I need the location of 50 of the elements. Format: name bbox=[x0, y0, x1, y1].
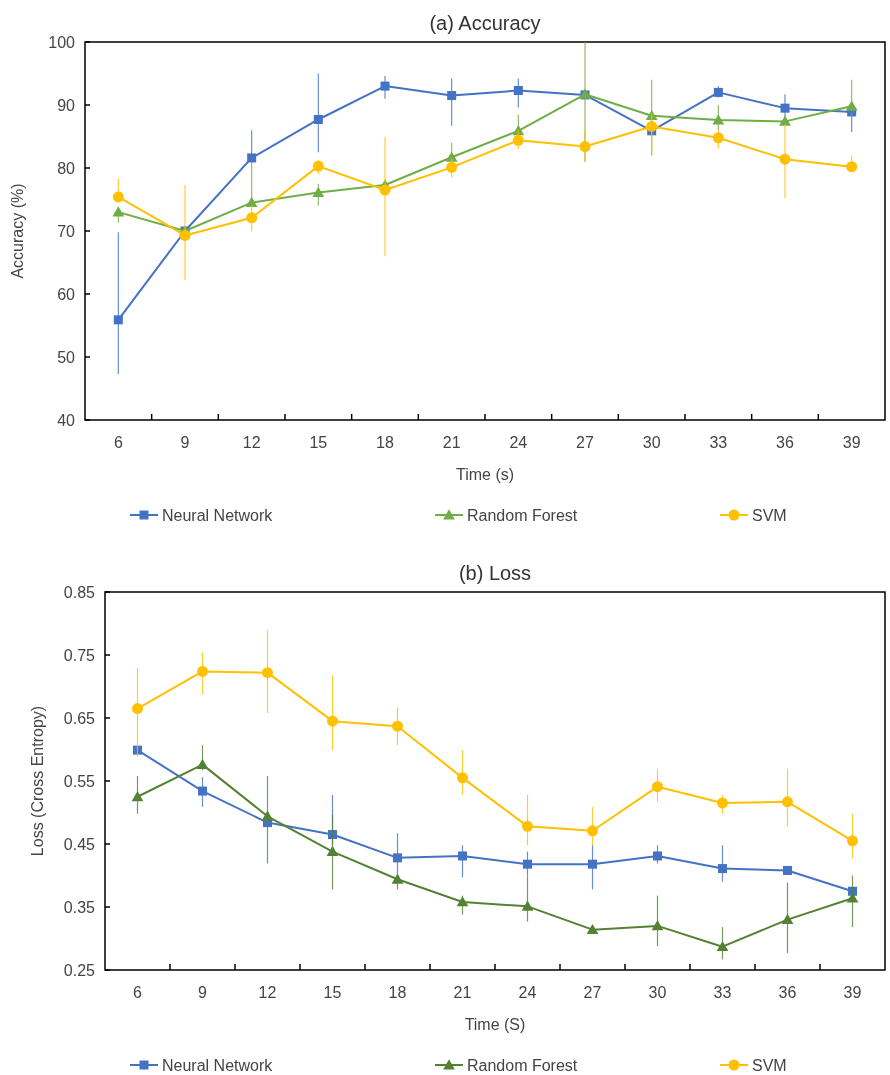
x-tick-label: 9 bbox=[180, 434, 190, 451]
x-tick-label: 30 bbox=[648, 984, 667, 1001]
legend-label: SVM bbox=[752, 506, 787, 524]
legend-label: Random Forest bbox=[467, 506, 578, 524]
legend-label: Neural Network bbox=[162, 1056, 274, 1074]
chart-title: (b) Loss bbox=[458, 562, 532, 584]
y-tick-label: 0.75 bbox=[63, 646, 96, 664]
x-tick-label: 33 bbox=[709, 434, 728, 451]
x-tick-label: 39 bbox=[842, 434, 861, 451]
legend-label: Neural Network bbox=[162, 506, 274, 524]
y-tick-label: 90 bbox=[57, 96, 76, 114]
x-tick-label: 9 bbox=[198, 984, 208, 1001]
x-tick-label: 21 bbox=[442, 434, 461, 451]
y-axis-title: Loss (Cross Entropy) bbox=[29, 705, 46, 857]
y-tick-label: 0.45 bbox=[63, 835, 96, 853]
legend-label: Random Forest bbox=[467, 1056, 578, 1074]
x-tick-label: 27 bbox=[583, 984, 602, 1001]
y-tick-label: 80 bbox=[57, 159, 76, 177]
x-tick-label: 18 bbox=[388, 984, 407, 1001]
x-tick-label: 36 bbox=[776, 434, 794, 451]
x-tick-label: 12 bbox=[258, 984, 277, 1001]
chart-title: (a) Accuracy bbox=[429, 12, 541, 34]
y-tick-label: 60 bbox=[57, 285, 76, 303]
y-tick-label: 0.25 bbox=[63, 961, 96, 979]
y-tick-label: 70 bbox=[57, 222, 76, 240]
x-tick-label: 27 bbox=[576, 434, 594, 451]
y-tick-label: 50 bbox=[57, 348, 76, 366]
x-tick-label: 39 bbox=[843, 984, 862, 1001]
x-tick-label: 18 bbox=[376, 434, 394, 451]
x-tick-label: 33 bbox=[713, 984, 732, 1001]
y-tick-label: 40 bbox=[57, 411, 76, 429]
x-tick-label: 24 bbox=[518, 984, 537, 1001]
y-tick-label: 0.65 bbox=[63, 709, 96, 727]
y-tick-label: 0.35 bbox=[63, 898, 96, 916]
x-tick-label: 15 bbox=[309, 434, 328, 451]
x-axis-title: Time (S) bbox=[464, 1016, 526, 1033]
y-axis-title: Accuracy (%) bbox=[9, 183, 26, 279]
y-tick-label: 100 bbox=[48, 33, 76, 51]
x-axis-title: Time (s) bbox=[455, 466, 515, 483]
y-tick-label: 0.55 bbox=[63, 772, 96, 790]
x-tick-label: 21 bbox=[453, 984, 472, 1001]
y-tick-label: 0.85 bbox=[63, 583, 96, 601]
x-tick-label: 12 bbox=[242, 434, 261, 451]
x-tick-label: 24 bbox=[509, 434, 528, 451]
x-tick-label: 6 bbox=[133, 984, 143, 1001]
x-tick-label: 6 bbox=[113, 434, 123, 451]
x-tick-label: 36 bbox=[778, 984, 797, 1001]
legend-label: SVM bbox=[752, 1056, 787, 1074]
x-tick-label: 15 bbox=[323, 984, 342, 1001]
x-tick-label: 30 bbox=[642, 434, 661, 451]
